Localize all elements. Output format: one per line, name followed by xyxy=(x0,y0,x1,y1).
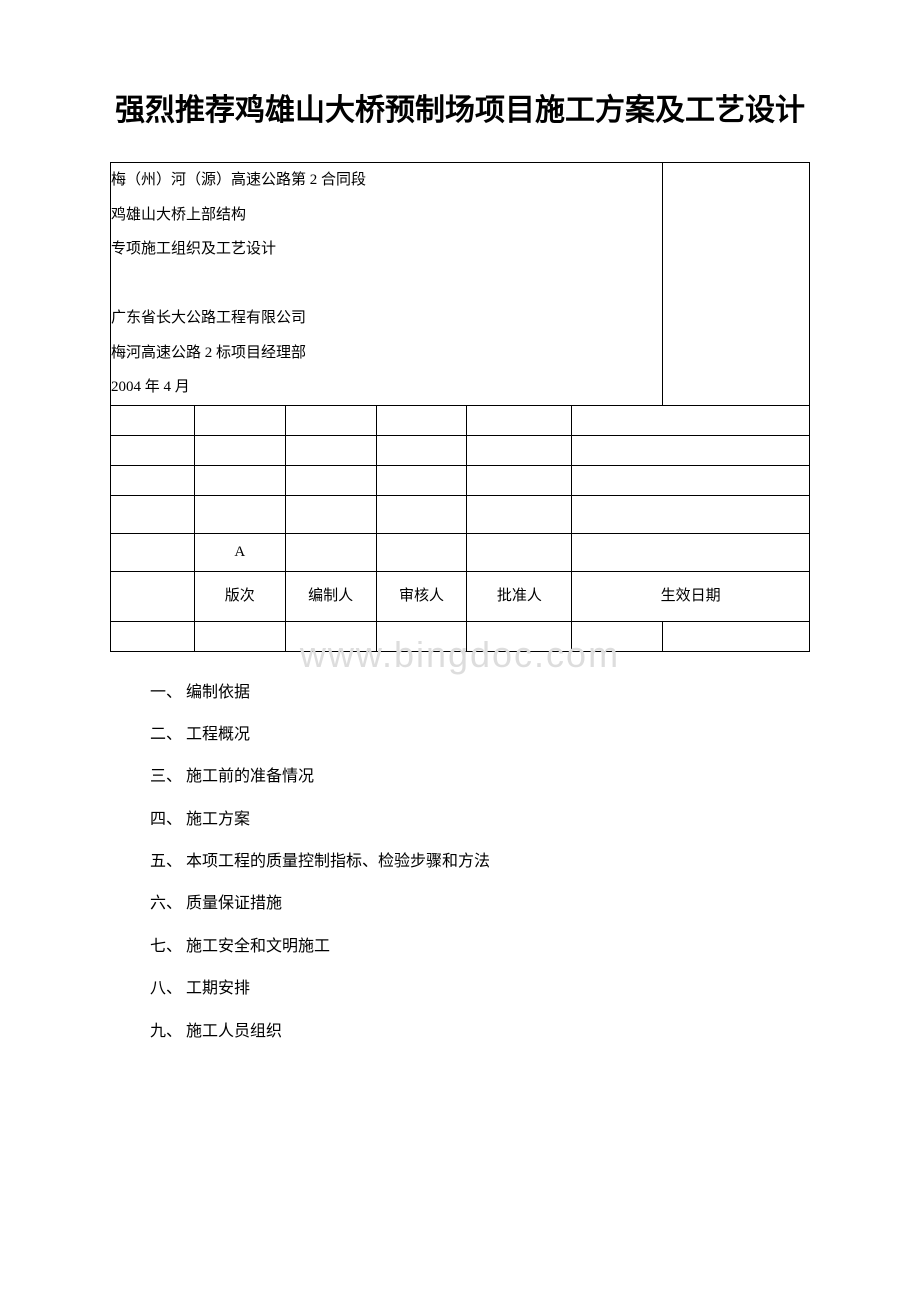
header-col5: 批准人 xyxy=(467,571,572,621)
outline-item-3: 三、 施工前的准备情况 xyxy=(150,756,810,798)
empty-row-4 xyxy=(111,495,810,533)
outline-item-9: 九、 施工人员组织 xyxy=(150,1011,810,1053)
outline-item-8: 八、 工期安排 xyxy=(150,968,810,1010)
info-block-row: 梅（州）河（源）高速公路第 2 合同段 鸡雄山大桥上部结构 专项施工组织及工艺设… xyxy=(111,163,810,406)
header-col3: 编制人 xyxy=(285,571,376,621)
info-line-2: 鸡雄山大桥上部结构 xyxy=(111,198,662,233)
header-col67: 生效日期 xyxy=(572,571,810,621)
outline-item-2: 二、 工程概况 xyxy=(150,714,810,756)
table-header-row: 版次 编制人 审核人 批准人 生效日期 xyxy=(111,571,810,621)
page-title: 强烈推荐鸡雄山大桥预制场项目施工方案及工艺设计 xyxy=(110,90,810,132)
header-col4: 审核人 xyxy=(376,571,467,621)
empty-row-1 xyxy=(111,405,810,435)
info-right-cell xyxy=(663,163,810,406)
outline-list: 一、 编制依据 二、 工程概况 三、 施工前的准备情况 四、 施工方案 五、 本… xyxy=(150,672,810,1054)
header-col2: 版次 xyxy=(194,571,285,621)
info-line-7: 2004 年 4 月 xyxy=(111,370,662,405)
info-block-cell: 梅（州）河（源）高速公路第 2 合同段 鸡雄山大桥上部结构 专项施工组织及工艺设… xyxy=(111,163,663,406)
info-line-4 xyxy=(111,267,662,302)
info-line-6: 梅河高速公路 2 标项目经理部 xyxy=(111,336,662,371)
empty-row-2 xyxy=(111,435,810,465)
header-col1 xyxy=(111,571,195,621)
version-cell: A xyxy=(194,533,285,571)
info-line-5: 广东省长大公路工程有限公司 xyxy=(111,301,662,336)
outline-item-5: 五、 本项工程的质量控制指标、检验步骤和方法 xyxy=(150,841,810,883)
outline-item-7: 七、 施工安全和文明施工 xyxy=(150,926,810,968)
document-info-table: 梅（州）河（源）高速公路第 2 合同段 鸡雄山大桥上部结构 专项施工组织及工艺设… xyxy=(110,162,810,652)
info-line-1: 梅（州）河（源）高速公路第 2 合同段 xyxy=(111,163,662,198)
version-row: A xyxy=(111,533,810,571)
empty-row-3 xyxy=(111,465,810,495)
outline-item-4: 四、 施工方案 xyxy=(150,799,810,841)
info-line-3: 专项施工组织及工艺设计 xyxy=(111,232,662,267)
outline-item-1: 一、 编制依据 xyxy=(150,672,810,714)
empty-row-bottom xyxy=(111,621,810,651)
outline-item-6: 六、 质量保证措施 xyxy=(150,883,810,925)
